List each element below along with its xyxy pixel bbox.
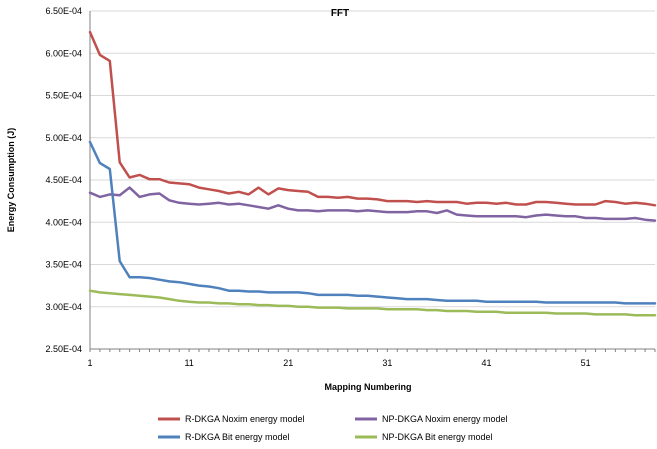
legend-label: R-DKGA Noxim energy model	[185, 414, 305, 424]
legend-item-r-dkga-bit: R-DKGA Bit energy model	[158, 432, 290, 442]
series-lines	[88, 30, 657, 317]
y-tick-label: 6.50E-04	[45, 6, 82, 16]
y-tick-label: 4.50E-04	[45, 175, 82, 185]
y-tick-label: 5.50E-04	[45, 91, 82, 101]
y-tick-label: 5.00E-04	[45, 133, 82, 143]
x-tick-label: 41	[481, 358, 491, 368]
x-axis-title: Mapping Numbering	[325, 382, 412, 392]
series-line-3	[88, 140, 657, 305]
legend: R-DKGA Noxim energy model NP-DKGA Noxim …	[158, 414, 508, 442]
y-tick-label: 3.50E-04	[45, 260, 82, 270]
legend-item-r-dkga-noxim: R-DKGA Noxim energy model	[158, 414, 305, 424]
y-axis-title: Energy Consumption (J)	[6, 128, 16, 233]
x-tick-label: 11	[184, 358, 193, 368]
legend-item-np-dkga-noxim: NP-DKGA Noxim energy model	[355, 414, 508, 424]
legend-label: R-DKGA Bit energy model	[185, 432, 290, 442]
legend-label: NP-DKGA Bit energy model	[382, 432, 493, 442]
series-line-1	[88, 30, 657, 207]
x-tick-label: 21	[283, 358, 293, 368]
y-tick-label: 6.00E-04	[45, 48, 82, 58]
y-tick-label: 3.00E-04	[45, 302, 82, 312]
axes	[89, 11, 656, 352]
y-tick-label: 4.00E-04	[45, 217, 82, 227]
y-tick-label: 2.50E-04	[45, 344, 82, 354]
legend-label: NP-DKGA Noxim energy model	[382, 414, 508, 424]
x-tick-label: 51	[581, 358, 591, 368]
legend-item-np-dkga-bit: NP-DKGA Bit energy model	[355, 432, 493, 442]
series-line-4	[88, 289, 657, 317]
series-line-2	[88, 186, 657, 222]
x-tick-label: 31	[382, 358, 392, 368]
chart-title: FFT	[331, 8, 349, 19]
x-tick-label: 1	[87, 358, 92, 368]
tick-labels: 2.50E-04 3.00E-04 3.50E-04 4.00E-04 4.50E-04…	[45, 6, 590, 368]
